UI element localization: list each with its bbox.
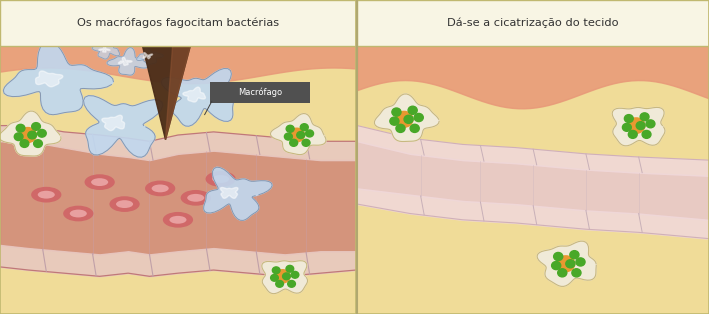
Circle shape bbox=[288, 280, 296, 287]
Polygon shape bbox=[143, 46, 191, 140]
Circle shape bbox=[636, 122, 645, 130]
Circle shape bbox=[410, 124, 419, 133]
Circle shape bbox=[625, 115, 633, 122]
Circle shape bbox=[390, 117, 399, 125]
Polygon shape bbox=[0, 111, 61, 156]
Polygon shape bbox=[537, 241, 596, 286]
Bar bbox=[357, 0, 709, 46]
Circle shape bbox=[286, 125, 294, 132]
Polygon shape bbox=[161, 68, 233, 126]
Circle shape bbox=[396, 124, 405, 133]
Polygon shape bbox=[137, 47, 163, 64]
Ellipse shape bbox=[109, 196, 140, 212]
FancyBboxPatch shape bbox=[210, 82, 310, 103]
Ellipse shape bbox=[163, 212, 193, 228]
Polygon shape bbox=[84, 96, 163, 157]
Circle shape bbox=[272, 267, 280, 274]
Ellipse shape bbox=[84, 174, 115, 190]
Ellipse shape bbox=[91, 178, 108, 186]
Ellipse shape bbox=[206, 171, 236, 187]
Polygon shape bbox=[220, 187, 238, 198]
Polygon shape bbox=[35, 71, 63, 87]
Polygon shape bbox=[107, 48, 148, 75]
Ellipse shape bbox=[31, 187, 62, 203]
Ellipse shape bbox=[152, 184, 169, 192]
Ellipse shape bbox=[212, 175, 229, 183]
Circle shape bbox=[623, 123, 631, 131]
Circle shape bbox=[576, 258, 585, 266]
Circle shape bbox=[552, 262, 561, 270]
Circle shape bbox=[16, 124, 25, 132]
Circle shape bbox=[276, 280, 284, 287]
Circle shape bbox=[558, 269, 566, 277]
Circle shape bbox=[291, 271, 298, 278]
Polygon shape bbox=[165, 46, 191, 140]
Circle shape bbox=[20, 140, 29, 147]
Circle shape bbox=[14, 133, 23, 141]
Circle shape bbox=[404, 115, 413, 123]
Circle shape bbox=[628, 130, 637, 138]
Circle shape bbox=[290, 139, 298, 146]
Bar bbox=[357, 46, 709, 314]
Ellipse shape bbox=[187, 194, 204, 202]
Polygon shape bbox=[262, 261, 308, 294]
Ellipse shape bbox=[169, 216, 186, 224]
Circle shape bbox=[627, 118, 644, 133]
Circle shape bbox=[640, 113, 649, 121]
Ellipse shape bbox=[63, 206, 94, 221]
Circle shape bbox=[646, 120, 655, 128]
Circle shape bbox=[38, 129, 46, 137]
Circle shape bbox=[33, 140, 43, 147]
Polygon shape bbox=[118, 57, 132, 65]
Circle shape bbox=[414, 113, 423, 122]
Circle shape bbox=[28, 131, 37, 139]
Polygon shape bbox=[143, 53, 152, 59]
Circle shape bbox=[392, 108, 401, 116]
Ellipse shape bbox=[38, 191, 55, 198]
Polygon shape bbox=[4, 41, 113, 115]
Circle shape bbox=[271, 274, 279, 281]
Bar bbox=[0, 46, 356, 314]
Polygon shape bbox=[612, 107, 665, 146]
Circle shape bbox=[306, 130, 313, 137]
Circle shape bbox=[408, 106, 417, 114]
Polygon shape bbox=[203, 167, 272, 220]
Polygon shape bbox=[270, 114, 326, 154]
Circle shape bbox=[286, 265, 294, 272]
Ellipse shape bbox=[116, 200, 133, 208]
Circle shape bbox=[554, 252, 563, 261]
Ellipse shape bbox=[69, 210, 86, 217]
Polygon shape bbox=[99, 46, 110, 52]
Circle shape bbox=[642, 130, 651, 138]
Circle shape bbox=[570, 251, 579, 259]
Circle shape bbox=[32, 123, 40, 130]
Circle shape bbox=[301, 124, 308, 131]
Bar bbox=[0, 0, 356, 46]
Ellipse shape bbox=[181, 190, 211, 206]
Circle shape bbox=[572, 269, 581, 277]
Circle shape bbox=[283, 273, 290, 280]
Circle shape bbox=[557, 256, 575, 272]
Ellipse shape bbox=[145, 181, 175, 196]
Polygon shape bbox=[102, 115, 125, 131]
Text: Dá-se a cicatrização do tecido: Dá-se a cicatrização do tecido bbox=[447, 17, 619, 28]
Circle shape bbox=[19, 127, 36, 143]
Circle shape bbox=[297, 132, 305, 138]
Polygon shape bbox=[183, 87, 206, 102]
Circle shape bbox=[289, 128, 304, 142]
Circle shape bbox=[566, 260, 575, 268]
Text: Os macrófagos fagocitam bactérias: Os macrófagos fagocitam bactérias bbox=[77, 17, 279, 28]
Circle shape bbox=[284, 133, 292, 140]
Polygon shape bbox=[92, 41, 120, 59]
Text: Macrófago: Macrófago bbox=[238, 88, 282, 97]
Polygon shape bbox=[374, 94, 439, 142]
Circle shape bbox=[395, 111, 413, 127]
Circle shape bbox=[302, 139, 310, 146]
Circle shape bbox=[275, 270, 290, 283]
